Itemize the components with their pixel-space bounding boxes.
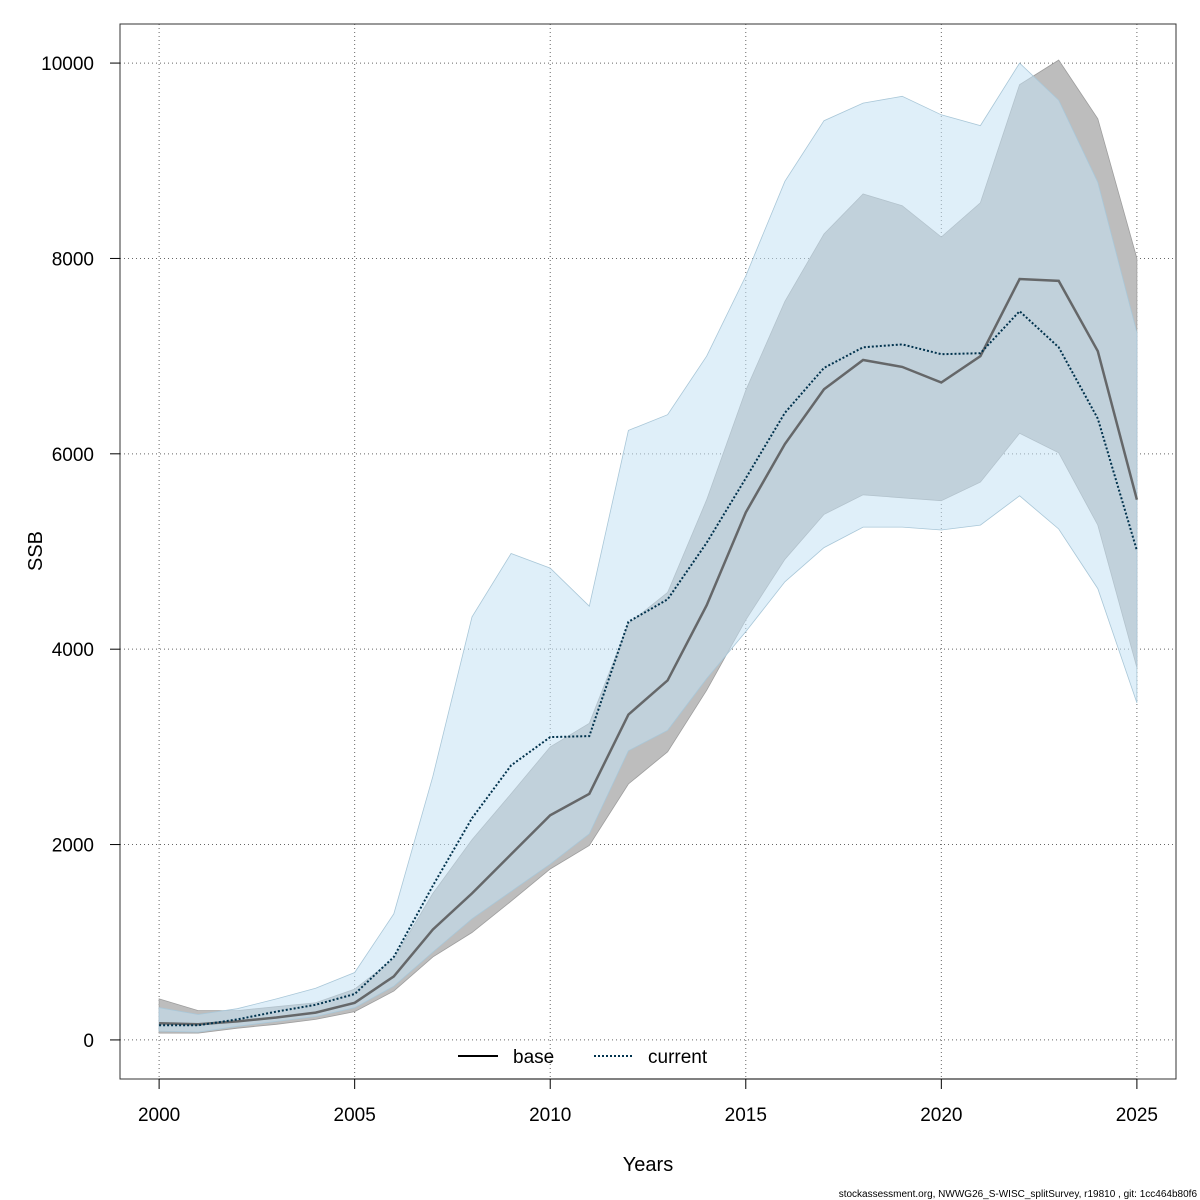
line-current [159, 309, 1138, 1027]
y-tick-label: 0 [83, 1031, 94, 1052]
x-tick-label: 2005 [334, 1105, 376, 1126]
footer-caption: stockassessment.org, NWWG26_S-WISC_split… [839, 1189, 1198, 1200]
x-tick-label: 2020 [920, 1105, 962, 1126]
line-base [159, 277, 1139, 1026]
x-tick-label: 2000 [138, 1105, 180, 1126]
confidence-bands [158, 59, 1138, 1034]
x-axis-title: Years [623, 1154, 673, 1176]
legend: base current [458, 1047, 708, 1068]
axes: 2000 2005 2010 2015 2020 2025 0 2000 4000 6000 800… [41, 54, 1158, 1126]
x-tick-label: 2025 [1116, 1105, 1158, 1126]
y-tick-label: 8000 [52, 249, 94, 270]
x-tick-label: 2015 [725, 1105, 767, 1126]
y-tick-label: 10000 [41, 54, 94, 75]
y-tick-label: 6000 [52, 445, 94, 466]
x-tick-label: 2010 [529, 1105, 571, 1126]
y-axis-title: SSB [25, 531, 47, 571]
legend-label-current: current [648, 1047, 708, 1068]
band-current [158, 62, 1138, 1033]
y-tick-label: 2000 [52, 836, 94, 857]
legend-label-base: base [513, 1047, 554, 1068]
y-tick-label: 4000 [52, 640, 94, 661]
series-lines [159, 277, 1139, 1027]
